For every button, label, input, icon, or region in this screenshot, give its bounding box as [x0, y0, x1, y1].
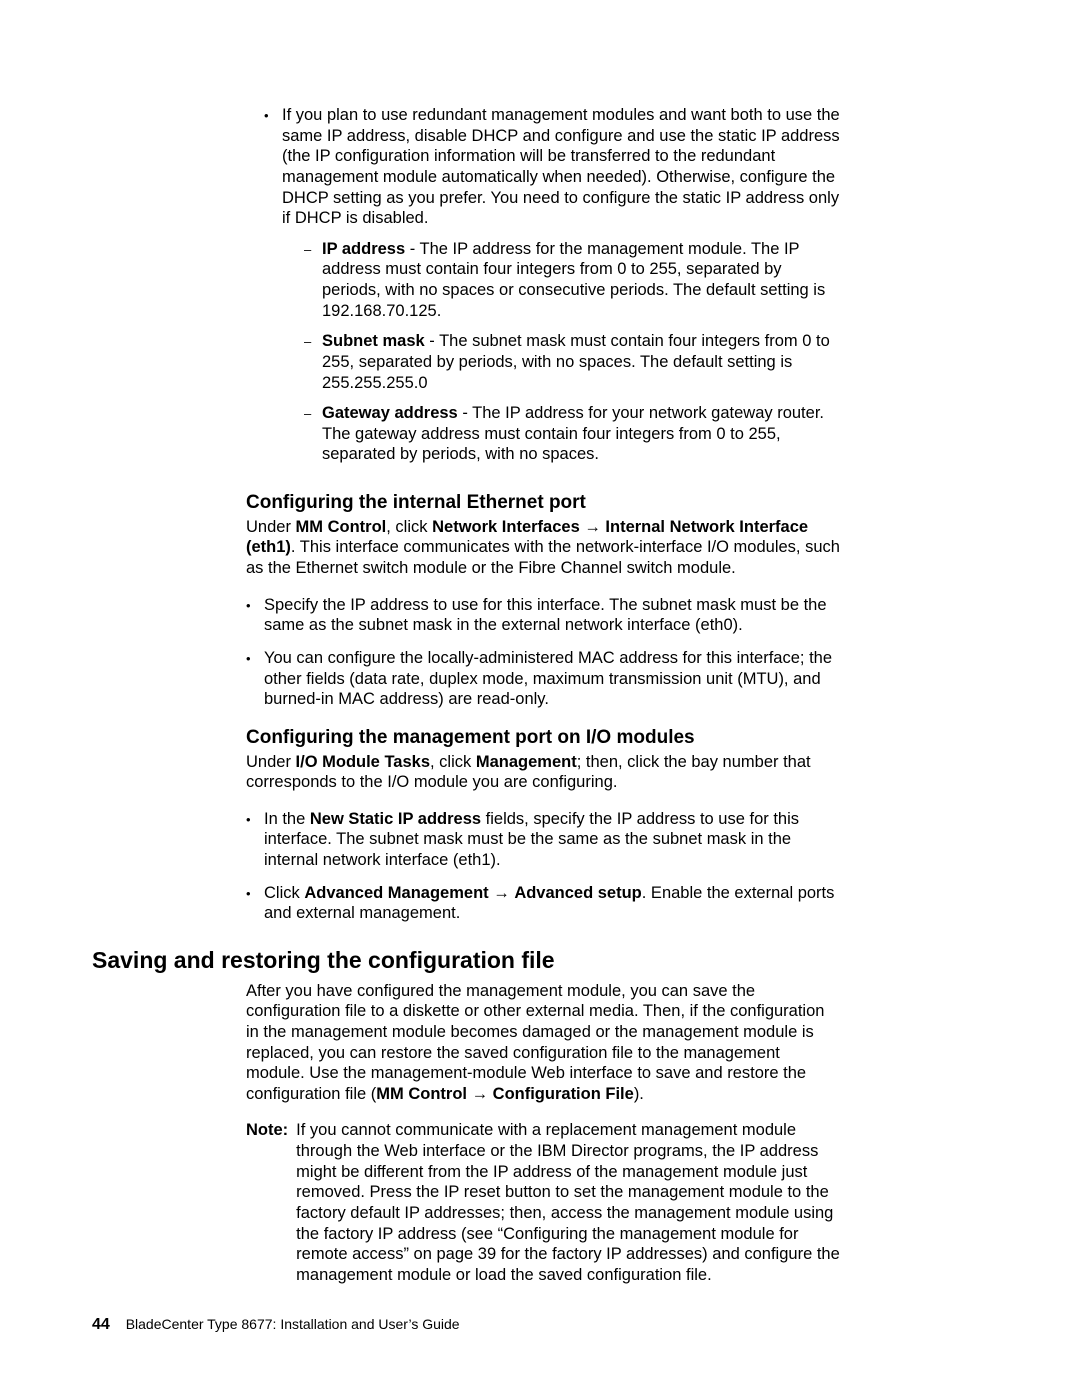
- list-item: • In the New Static IP address fields, s…: [246, 809, 840, 871]
- bullet-content: Click Advanced Management → Advanced set…: [264, 883, 840, 924]
- section-body: After you have configured the management…: [246, 981, 840, 1286]
- text: . This interface communicates with the n…: [246, 538, 840, 577]
- bold-text: I/O Module Tasks: [296, 753, 430, 771]
- sub-list-item: – IP address - The IP address for the ma…: [304, 239, 840, 322]
- bullet-text: You can configure the locally-administer…: [264, 648, 840, 710]
- text: Under: [246, 753, 296, 771]
- text: In the: [264, 810, 310, 828]
- page: • If you plan to use redundant managemen…: [0, 0, 1080, 1397]
- text: Click: [264, 884, 304, 902]
- bold-text: MM Control: [376, 1085, 467, 1103]
- bullet-marker: •: [246, 883, 264, 924]
- paragraph: Under I/O Module Tasks, click Management…: [246, 752, 840, 793]
- sub-list-item: – Subnet mask - The subnet mask must con…: [304, 331, 840, 393]
- bold-text: Network Interfaces: [432, 518, 580, 536]
- list-item: • Specify the IP address to use for this…: [246, 595, 840, 636]
- bullet-marker: •: [246, 648, 264, 710]
- bullet-text: Specify the IP address to use for this i…: [264, 595, 840, 636]
- note-body: If you cannot communicate with a replace…: [296, 1120, 840, 1285]
- bullet-marker: •: [264, 105, 282, 475]
- note-block: Note: If you cannot communicate with a r…: [246, 1120, 840, 1285]
- bold-text: Advanced setup: [514, 884, 641, 902]
- arrow-icon: →: [489, 884, 515, 902]
- note-label: Note:: [246, 1120, 296, 1285]
- sub-list: – IP address - The IP address for the ma…: [282, 239, 840, 465]
- term: Gateway address: [322, 404, 458, 422]
- paragraph: After you have configured the management…: [246, 981, 840, 1105]
- arrow-icon: →: [580, 518, 606, 536]
- term: IP address: [322, 240, 405, 258]
- bold-text: Configuration File: [493, 1085, 634, 1103]
- content-body: • If you plan to use redundant managemen…: [264, 105, 840, 924]
- bullet-marker: •: [246, 809, 264, 871]
- dash-marker: –: [304, 403, 322, 465]
- bullet-marker: •: [246, 595, 264, 636]
- text: Under: [246, 518, 296, 536]
- subheading-internal-ethernet: Configuring the internal Ethernet port: [246, 491, 840, 515]
- page-number: 44: [92, 1316, 110, 1333]
- sub-list-item: – Gateway address - The IP address for y…: [304, 403, 840, 465]
- page-footer: 44 BladeCenter Type 8677: Installation a…: [92, 1315, 460, 1335]
- list-item: • If you plan to use redundant managemen…: [264, 105, 840, 475]
- list-item: • You can configure the locally-administ…: [246, 648, 840, 710]
- list-item: • Click Advanced Management → Advanced s…: [246, 883, 840, 924]
- bold-text: Management: [476, 753, 577, 771]
- sub-content: IP address - The IP address for the mana…: [322, 239, 840, 322]
- text: , click: [386, 518, 432, 536]
- dash-marker: –: [304, 331, 322, 393]
- text: , click: [430, 753, 476, 771]
- dash-marker: –: [304, 239, 322, 322]
- term: Subnet mask: [322, 332, 425, 350]
- heading-saving-restoring: Saving and restoring the configuration f…: [92, 946, 840, 975]
- footer-title: BladeCenter Type 8677: Installation and …: [126, 1316, 460, 1332]
- bold-text: MM Control: [296, 518, 387, 536]
- bullet-content: If you plan to use redundant management …: [282, 105, 840, 475]
- text: ).: [634, 1085, 644, 1103]
- sub-content: Gateway address - The IP address for you…: [322, 403, 840, 465]
- bullet-content: In the New Static IP address fields, spe…: [264, 809, 840, 871]
- arrow-icon: →: [467, 1085, 493, 1103]
- bullet-text: If you plan to use redundant management …: [282, 106, 840, 227]
- subheading-io-modules: Configuring the management port on I/O m…: [246, 726, 840, 750]
- paragraph: Under MM Control, click Network Interfac…: [246, 517, 840, 579]
- bold-text: New Static IP address: [310, 810, 481, 828]
- sub-content: Subnet mask - The subnet mask must conta…: [322, 331, 840, 393]
- bold-text: Advanced Management: [304, 884, 488, 902]
